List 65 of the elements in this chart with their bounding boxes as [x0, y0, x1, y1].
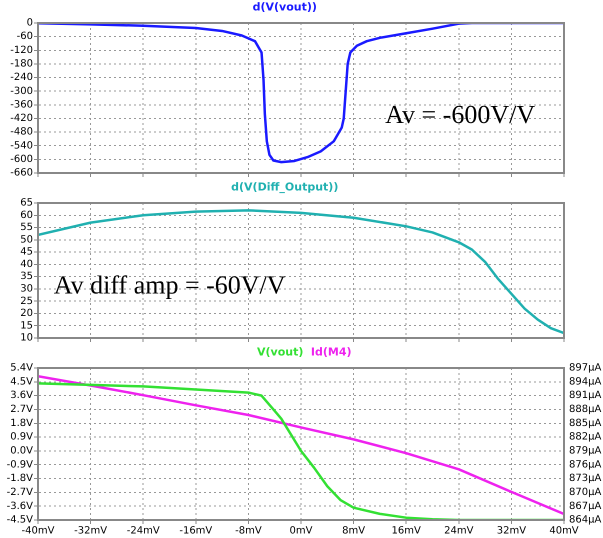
x-tick-label: 16mV [392, 526, 422, 537]
y2-tick-label: 876µA [569, 459, 602, 470]
y2-tick-label: 864µA [569, 514, 602, 526]
y-tick-label: -4.5V [6, 514, 34, 526]
x-tick-label: -8mV [235, 526, 262, 537]
x-tick-label: 32mV [496, 526, 526, 537]
y2-tick-label: 870µA [569, 486, 602, 498]
annotation: Av = -600V/V [385, 100, 536, 129]
y-tick-label: -300 [10, 86, 33, 97]
x-tick-label: -16mV [179, 526, 212, 537]
y-tick-label: 30 [20, 284, 33, 295]
y-tick-label: 1.8V [10, 418, 34, 429]
x-tick-label: -32mV [74, 526, 108, 537]
y-tick-label: -1.8V [6, 473, 34, 484]
x-tick-label: 40mV [549, 526, 579, 537]
y-tick-label: 3.6V [10, 390, 34, 402]
y-tick-label: -360 [10, 99, 33, 110]
y2-tick-label: 882µA [569, 432, 602, 443]
y2-tick-label: 891µA [569, 390, 602, 402]
x-tick-label: 8mV [342, 526, 366, 537]
y2-tick-label: 888µA [569, 404, 602, 416]
y2-tick-label: 885µA [569, 418, 602, 429]
y-tick-label: -480 [10, 126, 33, 138]
y-tick-label: -660 [10, 168, 33, 179]
y-tick-label: 25 [20, 296, 33, 307]
x-tick-label: 0mV [290, 526, 313, 537]
y-tick-label: -600 [10, 154, 33, 165]
y-tick-label: 10 [20, 332, 33, 344]
y2-tick-label: 873µA [569, 473, 602, 484]
y-tick-label: -120 [10, 44, 33, 56]
y-tick-label: 2.7V [10, 404, 34, 416]
x-tick-label: 24mV [444, 526, 474, 537]
y2-tick-label: 894µA [569, 376, 602, 388]
annotation: Av diff amp = -60V/V [54, 270, 286, 300]
y-tick-label: 45 [20, 246, 33, 258]
y-tick-label: 55 [20, 222, 33, 234]
series-label: d(V(Diff_Output)) [231, 180, 338, 194]
y-tick-label: 15 [20, 320, 33, 332]
y2-tick-label: 867µA [569, 500, 602, 512]
y-tick-label: 50 [20, 234, 33, 246]
text: V(vout) [256, 345, 304, 358]
y-tick-label: 5.4V [10, 362, 34, 374]
y-tick-label: -3.6V [6, 500, 34, 512]
y-tick-label: -60 [16, 31, 33, 42]
y-tick-label: 65 [20, 198, 33, 209]
y2-tick-label: 879µA [569, 446, 602, 457]
y-tick-label: 0 [26, 18, 33, 29]
y-tick-label: -2.7V [6, 486, 34, 498]
y-tick-label: 4.5V [10, 376, 34, 388]
y-tick-label: 0.0V [10, 446, 34, 457]
y-tick-label: 40 [20, 258, 33, 270]
y2-tick-label: 897µA [569, 362, 602, 374]
y-tick-label: 60 [20, 210, 33, 221]
text: Id(M4) [310, 345, 352, 358]
y-tick-label: -420 [10, 113, 33, 124]
y-tick-label: -180 [10, 58, 33, 70]
y-tick-label: -0.9V [6, 459, 34, 470]
y-tick-label: -240 [10, 72, 33, 84]
y-tick-label: 35 [20, 271, 33, 282]
x-tick-label: -40mV [22, 526, 55, 537]
x-tick-label: -24mV [126, 526, 160, 537]
y-tick-label: 0.9V [10, 432, 34, 443]
y-tick-label: 20 [20, 308, 33, 320]
y-tick-label: -540 [10, 140, 33, 152]
text: d(V(vout)) [252, 0, 317, 14]
